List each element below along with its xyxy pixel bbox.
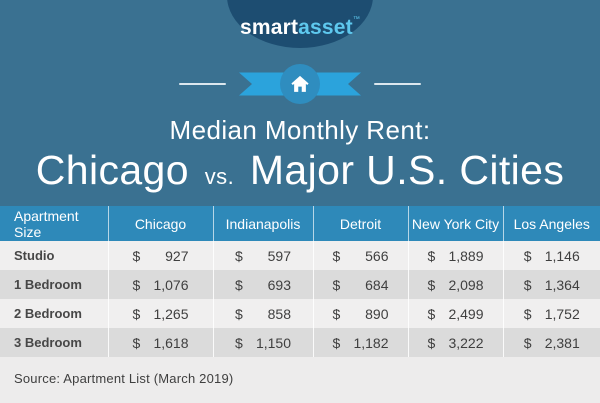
column-header-chicago: Chicago (107, 206, 213, 241)
rent-cell: $2,499 (407, 299, 503, 328)
title-line1: Median Monthly Rent: (169, 115, 431, 145)
source-text: Source: Apartment List (March 2019) (14, 371, 234, 386)
rent-value: 684 (365, 276, 389, 293)
currency-symbol: $ (132, 247, 141, 264)
currency-symbol: $ (523, 247, 532, 264)
rent-cell: $2,381 (502, 328, 600, 357)
house-icon (291, 75, 309, 92)
rent-cell: $890 (312, 299, 408, 328)
column-header-new-york-city: New York City (407, 206, 503, 241)
row-label: 2 Bedroom (0, 299, 108, 328)
trademark-symbol: ™ (352, 16, 361, 23)
column-header-apartment-size: Apartment Size (0, 206, 108, 241)
rent-value: 2,381 (544, 334, 580, 351)
currency-symbol: $ (332, 334, 341, 351)
rent-cell: $1,364 (502, 270, 600, 299)
table-row-3-bedroom: 3 Bedroom $1,618 $1,150 $1,182 $3,222 $2… (0, 328, 600, 357)
rent-value: 890 (365, 305, 389, 322)
rent-cell: $1,182 (312, 328, 408, 357)
right-divider-line (374, 83, 421, 85)
rent-cell: $2,098 (407, 270, 503, 299)
rent-cell: $1,752 (502, 299, 600, 328)
rent-value: 2,098 (448, 276, 484, 293)
table-row-2-bedroom: 2 Bedroom $1,265 $858 $890 $2,499 $1,752 (0, 299, 600, 328)
currency-symbol: $ (427, 334, 436, 351)
logo-text-asset: asset (298, 16, 353, 39)
table-row-studio: Studio $927 $597 $566 $1,889 $1,146 (0, 241, 600, 270)
rent-value: 927 (165, 247, 189, 264)
table-header-row: Apartment Size Chicago Indianapolis Detr… (0, 206, 600, 241)
rent-cell: $1,076 (107, 270, 213, 299)
left-divider-line (179, 83, 226, 85)
rent-cell: $597 (212, 241, 313, 270)
rent-cell: $858 (212, 299, 313, 328)
rent-value: 1,364 (544, 276, 580, 293)
rent-comparison-table: Apartment Size Chicago Indianapolis Detr… (0, 206, 600, 357)
rent-value: 566 (365, 247, 389, 264)
rent-value: 1,752 (544, 305, 580, 322)
rent-cell: $1,618 (107, 328, 213, 357)
rent-value: 3,222 (448, 334, 484, 351)
rent-value: 1,618 (153, 334, 189, 351)
rent-cell: $684 (312, 270, 408, 299)
ribbon-wrap (239, 63, 361, 105)
rent-cell: $1,265 (107, 299, 213, 328)
rent-value: 693 (267, 276, 291, 293)
title-rest: Major U.S. Cities (249, 147, 565, 193)
currency-symbol: $ (523, 276, 532, 293)
rent-cell: $1,889 (407, 241, 503, 270)
row-label: 1 Bedroom (0, 270, 108, 299)
column-header-los-angeles: Los Angeles (502, 206, 600, 241)
hero-banner: smartasset™ Median Monthly Rent: Chicago… (0, 0, 600, 206)
title-line2: Chicago vs. Major U.S. Cities (0, 150, 600, 191)
table-row-1-bedroom: 1 Bedroom $1,076 $693 $684 $2,098 $1,364 (0, 270, 600, 299)
title-vs: vs. (204, 164, 235, 189)
currency-symbol: $ (235, 334, 243, 351)
ribbon-banner (0, 63, 600, 105)
row-label: 3 Bedroom (0, 328, 108, 357)
currency-symbol: $ (427, 276, 436, 293)
rent-cell: $1,146 (502, 241, 600, 270)
rent-cell: $566 (312, 241, 408, 270)
rent-value: 597 (267, 247, 291, 264)
rent-value: 1,150 (255, 334, 291, 351)
rent-cell: $693 (212, 270, 313, 299)
column-header-indianapolis: Indianapolis (212, 206, 313, 241)
currency-symbol: $ (132, 305, 141, 322)
rent-value: 1,182 (353, 334, 389, 351)
logo-text-smart: smart (239, 16, 299, 39)
currency-symbol: $ (332, 247, 341, 264)
currency-symbol: $ (235, 305, 243, 322)
rent-value: 858 (267, 305, 291, 322)
rent-value: 1,146 (544, 247, 580, 264)
rent-value: 1,265 (153, 305, 189, 322)
title-city: Chicago (35, 147, 189, 193)
currency-symbol: $ (427, 247, 436, 264)
smartasset-logo: smartasset™ (0, 16, 600, 39)
currency-symbol: $ (427, 305, 436, 322)
rent-value: 1,889 (448, 247, 484, 264)
currency-symbol: $ (235, 247, 243, 264)
rent-cell: $3,222 (407, 328, 503, 357)
currency-symbol: $ (332, 305, 341, 322)
currency-symbol: $ (523, 305, 532, 322)
row-label: Studio (0, 241, 108, 270)
currency-symbol: $ (132, 334, 141, 351)
rent-value: 2,499 (448, 305, 484, 322)
currency-symbol: $ (523, 334, 532, 351)
currency-symbol: $ (235, 276, 243, 293)
rent-cell: $927 (107, 241, 213, 270)
source-footer: Source: Apartment List (March 2019) (0, 357, 600, 403)
rent-cell: $1,150 (212, 328, 313, 357)
currency-symbol: $ (132, 276, 141, 293)
currency-symbol: $ (332, 276, 341, 293)
home-badge (280, 64, 320, 104)
rent-value: 1,076 (153, 276, 189, 293)
column-header-detroit: Detroit (312, 206, 408, 241)
